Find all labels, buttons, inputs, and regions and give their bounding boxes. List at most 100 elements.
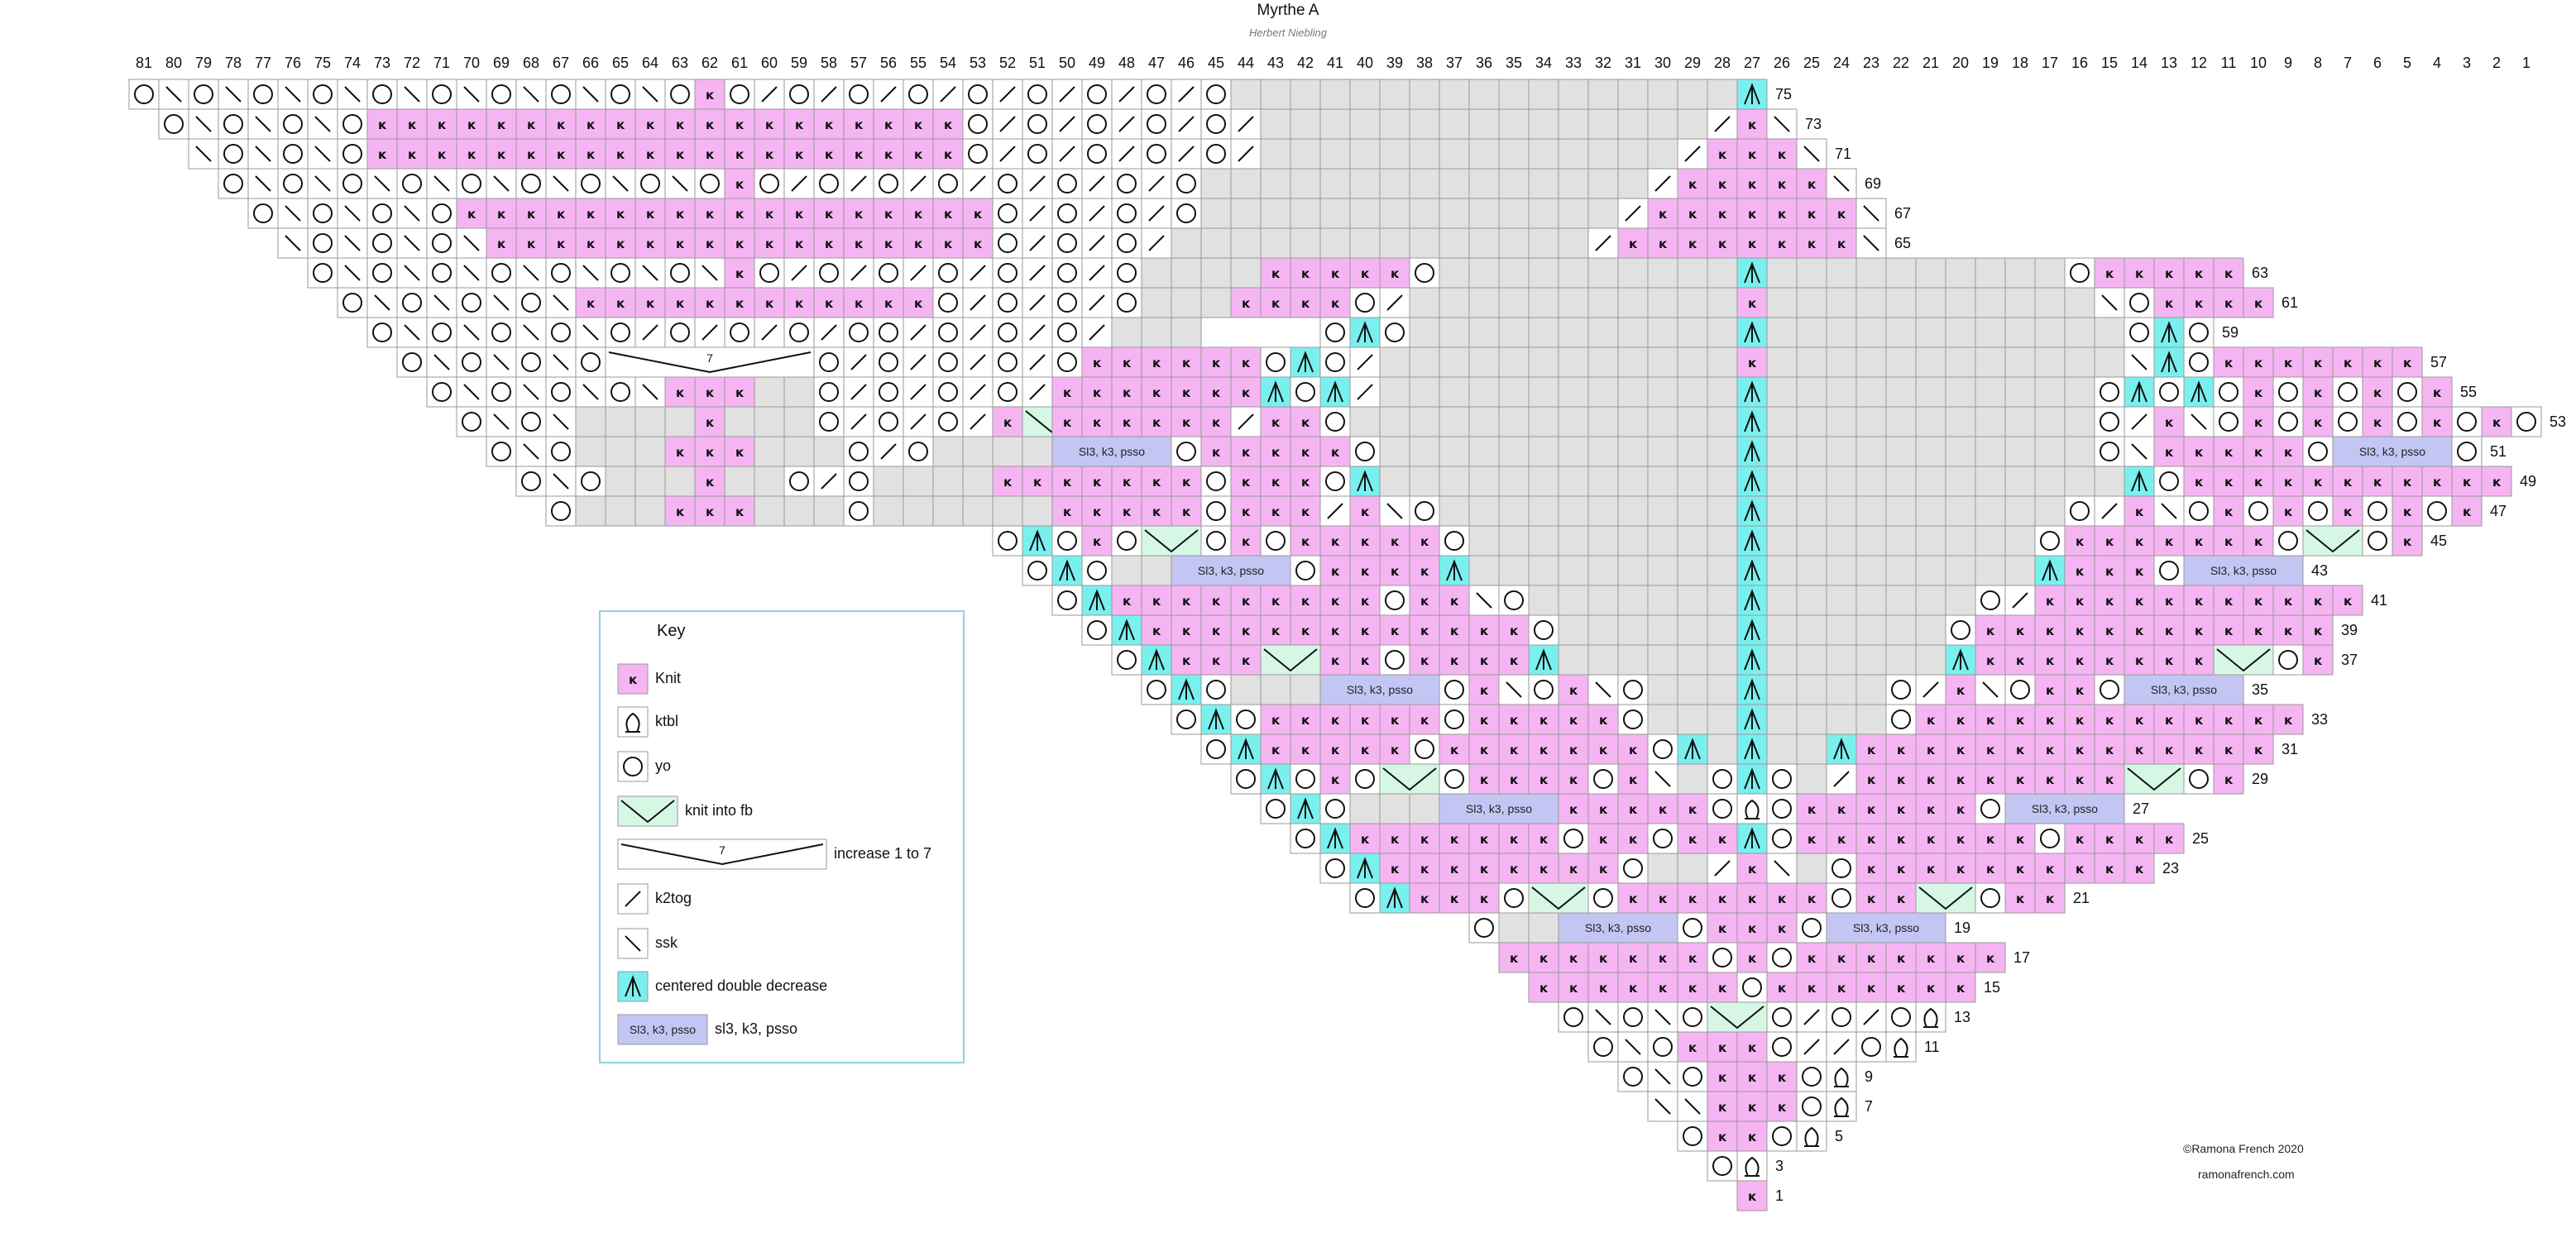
no-stitch-cell bbox=[1498, 168, 1530, 199]
yo-icon bbox=[670, 322, 690, 342]
knit-cell bbox=[1022, 466, 1053, 497]
knit-cell bbox=[1945, 674, 1976, 705]
no-stitch-cell bbox=[1558, 257, 1589, 289]
no-stitch-cell bbox=[1677, 644, 1708, 676]
knit-icon: ĸ bbox=[735, 266, 745, 281]
no-stitch-cell bbox=[1677, 108, 1708, 140]
no-stitch-cell bbox=[1796, 853, 1827, 884]
knit-icon: ĸ bbox=[1956, 772, 1966, 787]
no-stitch-cell bbox=[1498, 555, 1530, 586]
no-stitch-cell bbox=[1617, 287, 1649, 318]
ssk-icon bbox=[195, 146, 212, 162]
key-symbol bbox=[617, 796, 678, 827]
knit-cell bbox=[1707, 1091, 1738, 1122]
centered-double-decrease-icon bbox=[1744, 738, 1760, 760]
knit-icon: ĸ bbox=[1212, 385, 1221, 400]
yo-cell bbox=[873, 346, 904, 378]
no-stitch-cell bbox=[1528, 466, 1559, 497]
knit-cell bbox=[2004, 733, 2036, 765]
knit-icon: ĸ bbox=[1748, 891, 1757, 906]
k2tog-icon bbox=[1029, 384, 1046, 400]
no-stitch-cell bbox=[1498, 466, 1530, 497]
knit-icon: ĸ bbox=[884, 147, 893, 162]
no-stitch-cell bbox=[1855, 436, 1887, 467]
knit-cell bbox=[1349, 585, 1381, 616]
ssk-icon bbox=[463, 324, 480, 341]
knit-icon: ĸ bbox=[646, 207, 655, 222]
yo-cell bbox=[1468, 912, 1500, 944]
no-stitch-cell bbox=[1647, 436, 1678, 467]
no-stitch-cell bbox=[634, 495, 666, 527]
knit-cell bbox=[605, 198, 636, 229]
knit-icon: ĸ bbox=[2046, 772, 2055, 787]
no-stitch-cell bbox=[1707, 674, 1738, 705]
knit-icon: ĸ bbox=[2046, 624, 2055, 638]
knit-cell bbox=[2124, 585, 2155, 616]
knit-icon: ĸ bbox=[1152, 356, 1161, 370]
knit-cell bbox=[1826, 793, 1857, 824]
knit-cell bbox=[1915, 942, 1946, 973]
knit-icon: ĸ bbox=[1748, 356, 1757, 370]
knit-cell bbox=[2243, 733, 2274, 765]
ssk-icon bbox=[1654, 1009, 1671, 1025]
ssk-icon bbox=[344, 86, 361, 103]
yo-icon bbox=[938, 174, 958, 194]
knit-icon: ĸ bbox=[825, 296, 834, 311]
no-stitch-cell bbox=[2004, 495, 2036, 527]
ssk-icon bbox=[642, 86, 658, 103]
no-stitch-cell bbox=[1677, 257, 1708, 289]
no-stitch-cell bbox=[1439, 138, 1470, 170]
no-stitch-cell bbox=[1022, 436, 1053, 467]
knit-icon: ĸ bbox=[1927, 743, 1936, 757]
yo-cell bbox=[1022, 555, 1053, 586]
ssk-icon bbox=[582, 86, 599, 103]
knit-icon: ĸ bbox=[1063, 415, 1072, 430]
yo-icon bbox=[2397, 412, 2417, 432]
knit-cell bbox=[724, 168, 755, 199]
knit-icon: ĸ bbox=[706, 236, 715, 251]
knit-cell bbox=[2183, 585, 2214, 616]
no-stitch-cell bbox=[1617, 555, 1649, 586]
no-stitch-cell bbox=[1677, 674, 1708, 705]
column-number: 50 bbox=[1059, 55, 1075, 71]
sl3-k3-psso-label: Sl3, k3, psso bbox=[1198, 564, 1264, 577]
yo-cell bbox=[1439, 674, 1470, 705]
knit-icon: ĸ bbox=[1510, 772, 1519, 787]
yo-cell bbox=[426, 376, 457, 408]
no-stitch-cell bbox=[1617, 644, 1649, 676]
no-stitch-cell bbox=[1558, 346, 1589, 378]
yo-icon bbox=[610, 382, 630, 402]
knit-cell bbox=[754, 198, 785, 229]
row-number: 75 bbox=[1775, 86, 1792, 103]
knit-icon: ĸ bbox=[1539, 981, 1549, 996]
yo-icon bbox=[1206, 114, 1226, 134]
no-stitch-cell bbox=[2034, 495, 2066, 527]
yo-cell bbox=[1230, 704, 1262, 735]
no-stitch-cell bbox=[1707, 644, 1738, 676]
yo-icon bbox=[1415, 263, 1434, 283]
ssk-icon bbox=[582, 265, 599, 281]
knit-icon: ĸ bbox=[1301, 504, 1310, 519]
column-number: 64 bbox=[642, 55, 658, 71]
no-stitch-cell bbox=[813, 495, 845, 527]
yo-icon bbox=[551, 382, 571, 402]
knit-icon: ĸ bbox=[1688, 951, 1697, 966]
knit-into-fb-icon bbox=[1263, 648, 1318, 672]
yo-icon bbox=[1385, 322, 1405, 342]
no-stitch-cell bbox=[1290, 108, 1321, 140]
knit-icon: ĸ bbox=[1242, 475, 1251, 490]
no-stitch-cell bbox=[1945, 376, 1976, 408]
knit-icon: ĸ bbox=[1242, 594, 1251, 609]
knit-into-fb-icon bbox=[2216, 648, 2271, 672]
sl3-k3-psso-label: Sl3, k3, psso bbox=[2210, 564, 2277, 577]
yo-cell bbox=[1200, 525, 1232, 557]
knit-cell bbox=[1736, 287, 1768, 318]
yo-cell bbox=[1051, 168, 1083, 199]
no-stitch-cell bbox=[1766, 317, 1798, 348]
knit-icon: ĸ bbox=[735, 207, 745, 222]
knit-icon: ĸ bbox=[1778, 1070, 1787, 1085]
knit-cell bbox=[2124, 704, 2155, 735]
yo-icon bbox=[1712, 948, 1732, 967]
knit-cell bbox=[1885, 763, 1917, 795]
knit-icon: ĸ bbox=[1510, 743, 1519, 757]
